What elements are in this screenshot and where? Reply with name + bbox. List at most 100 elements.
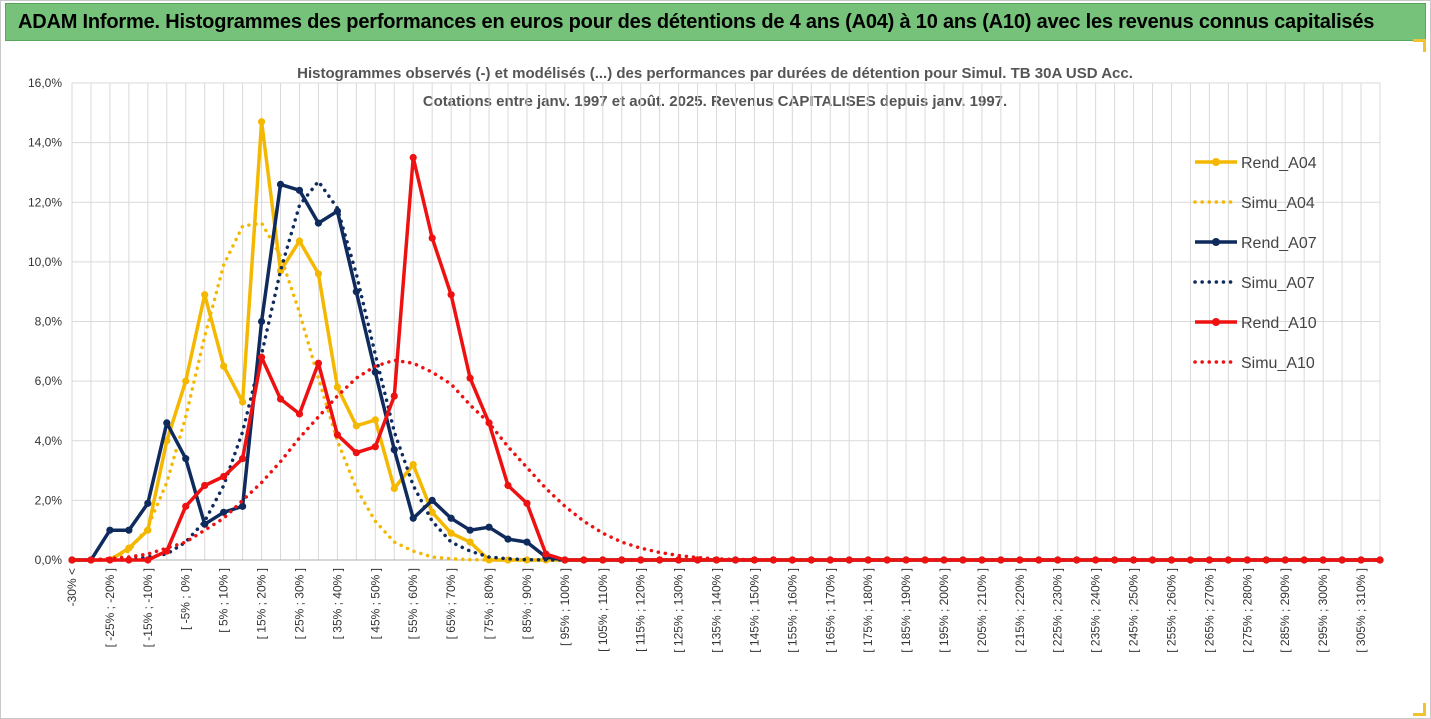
x-tick-label: [ 135% ; 140% ] — [710, 568, 724, 653]
report-banner: ADAM Informe. Histogrammes des performan… — [5, 3, 1426, 41]
data-point — [542, 550, 550, 558]
data-point — [485, 556, 493, 564]
legend-label: Rend_A07 — [1241, 235, 1317, 252]
x-tick-label: [ 35% ; 40% ] — [330, 568, 344, 639]
data-point — [466, 538, 474, 546]
data-point — [201, 291, 209, 299]
legend-item-rend-a07: Rend_A07 — [1195, 235, 1317, 252]
x-tick-label: [ 305% ; 310% ] — [1354, 568, 1368, 653]
x-tick-label: [ -5% ; 0% ] — [179, 568, 193, 630]
data-point — [144, 556, 152, 564]
y-axis-ticks: 0,0% 2,0% 4,0% 6,0% 8,0% 10,0% 12,0% 14,0% 16,0% — [28, 76, 62, 567]
x-axis-ticks: -30% < [ -25% ; -20% ] [ -15% ; -10% ] [ -5… — [65, 568, 1368, 653]
corner-accent-bottom-right — [1413, 703, 1426, 716]
data-point — [447, 291, 455, 299]
data-point — [1262, 556, 1270, 564]
x-tick-label: [ 75% ; 80% ] — [482, 568, 496, 639]
x-tick-label: [ 25% ; 30% ] — [292, 568, 306, 639]
data-point — [523, 499, 531, 507]
data-point — [599, 556, 607, 564]
x-tick-label: [ 95% ; 100% ] — [558, 568, 572, 646]
data-point — [978, 556, 986, 564]
data-point — [201, 481, 209, 490]
legend-label: Rend_A04 — [1241, 155, 1317, 172]
data-point — [182, 455, 190, 463]
data-point — [466, 526, 474, 534]
data-point — [220, 362, 228, 370]
x-tick-label: [ 185% ; 190% ] — [899, 568, 913, 653]
legend-item-simu-a04: Simu_A04 — [1193, 195, 1315, 212]
series-rend-a10 — [68, 153, 1384, 564]
series-rend-a07 — [68, 180, 1384, 564]
data-point — [371, 368, 379, 376]
data-point — [390, 392, 398, 400]
legend-item-rend-a04: Rend_A04 — [1195, 155, 1317, 172]
data-point — [125, 556, 133, 564]
x-tick-label: [ 195% ; 200% ] — [937, 568, 951, 653]
x-tick-label: [ 265% ; 270% ] — [1202, 568, 1216, 653]
legend-label: Simu_A07 — [1241, 275, 1315, 292]
data-point — [163, 437, 171, 445]
data-point — [1035, 556, 1043, 564]
data-point — [656, 556, 664, 564]
data-point — [409, 461, 417, 469]
x-tick-label: [ 105% ; 110% ] — [596, 568, 610, 652]
legend-marker — [1212, 238, 1220, 246]
grid-lines — [71, 82, 1381, 561]
data-point — [1148, 556, 1157, 564]
data-point — [428, 234, 436, 242]
legend-marker — [1212, 318, 1220, 326]
x-tick-label: [ 145% ; 150% ] — [747, 568, 761, 653]
data-point — [239, 502, 247, 510]
data-point — [1376, 556, 1384, 564]
data-point — [144, 499, 152, 507]
data-point — [182, 502, 190, 510]
data-point — [921, 556, 929, 564]
data-point — [371, 416, 379, 424]
x-tick-label: [ 205% ; 210% ] — [975, 568, 989, 653]
y-tick-label: 16,0% — [28, 76, 62, 90]
data-point — [428, 508, 436, 516]
x-tick-label: [ 165% ; 170% ] — [823, 568, 837, 653]
data-point — [447, 529, 455, 537]
x-tick-label: [ 155% ; 160% ] — [785, 568, 799, 653]
legend-label: Simu_A10 — [1241, 355, 1315, 372]
y-tick-label: 0,0% — [35, 553, 63, 567]
x-tick-label: [ 115% ; 120% ] — [634, 568, 648, 652]
data-point — [220, 508, 228, 516]
data-point — [1111, 556, 1119, 564]
data-point — [561, 556, 569, 564]
data-point — [390, 484, 398, 493]
data-point — [239, 398, 247, 406]
data-point — [504, 535, 512, 543]
x-tick-label: [ 225% ; 230% ] — [1051, 568, 1065, 653]
data-point — [485, 523, 493, 531]
data-point — [580, 556, 588, 564]
data-point — [997, 556, 1005, 564]
data-point — [295, 186, 304, 194]
data-point — [276, 180, 285, 188]
data-point — [257, 118, 266, 126]
chart-title-group: Histogrammes observés (-) et modélisés (… — [297, 65, 1133, 110]
data-point — [163, 419, 171, 427]
legend-item-rend-a10: Rend_A10 — [1195, 315, 1317, 332]
data-point — [1167, 556, 1176, 564]
x-tick-label: [ 55% ; 60% ] — [406, 568, 420, 639]
data-point — [1205, 556, 1213, 564]
data-point — [1338, 556, 1346, 564]
data-point — [106, 526, 114, 534]
legend-item-simu-a07: Simu_A07 — [1193, 275, 1315, 292]
data-point — [314, 219, 323, 227]
data-point — [883, 556, 891, 564]
x-tick-label: -30% < — [65, 568, 79, 606]
series-line — [70, 358, 1382, 562]
y-tick-label: 10,0% — [28, 255, 62, 269]
x-tick-label: [ 5% ; 10% ] — [217, 568, 231, 633]
y-tick-label: 6,0% — [35, 374, 63, 388]
x-tick-label: [ 175% ; 180% ] — [861, 568, 875, 653]
data-point — [1224, 556, 1232, 564]
data-point — [295, 410, 304, 418]
x-tick-label: [ 215% ; 220% ] — [1013, 568, 1027, 653]
